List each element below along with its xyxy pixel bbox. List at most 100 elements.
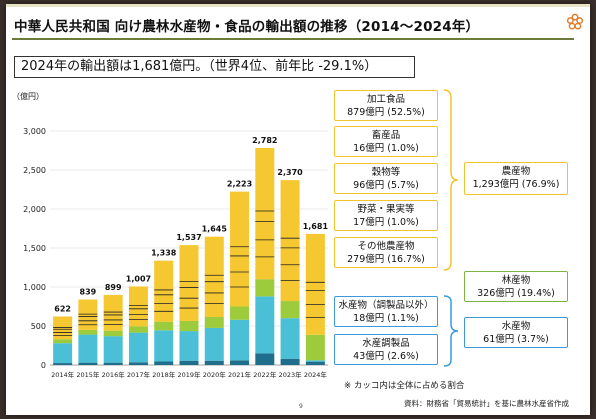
total-label: 622 (54, 304, 71, 313)
yasai-value: 17億円 (1.0%) (353, 217, 419, 228)
bar-segment (103, 362, 123, 365)
legend-box-sonota: その他農産物 279億円 (16.7%) (334, 237, 438, 268)
bar-segment (230, 360, 250, 365)
bar-segment (280, 318, 300, 359)
page-number: 9 (299, 403, 303, 410)
total-label: 1,537 (176, 233, 201, 242)
total-label: 1,681 (303, 222, 329, 231)
bar-segment (128, 286, 148, 327)
y-tick-label: 500 (31, 322, 46, 331)
agri-brace (443, 89, 459, 271)
x-tick-label: 2016年 (102, 370, 126, 379)
bar-segment (280, 358, 300, 365)
sonota-value: 279億円 (16.7%) (347, 254, 425, 265)
legend-box-kakou: 加工食品 879億円 (52.5%) (334, 90, 438, 121)
y-tick-label: 1,000 (23, 283, 46, 292)
suisan-name: 水産物 (501, 321, 531, 332)
x-tick-label: 2018年 (152, 370, 176, 379)
bar-segment (53, 363, 73, 365)
nousanbutsu-name: 農産物 (501, 166, 531, 177)
x-tick-label: 2019年 (177, 370, 201, 379)
bar-segment (154, 330, 174, 362)
bar-segment (255, 296, 275, 354)
footnote: ※ カッコ内は全体に占める割合 (344, 381, 465, 391)
stacked-bar-chart: （億円） 0 500 1,000 1,500 2,000 2,500 3,000 622 20… (12, 91, 329, 379)
total-label: 899 (105, 283, 122, 292)
nousanbutsu-value: 1,293億円 (76.9%) (472, 179, 560, 190)
rinsanbutsu-name: 林産物 (501, 275, 531, 286)
x-tick-label: 2014年 (51, 370, 75, 379)
bar-segment (204, 360, 224, 365)
rinsanbutsu-value: 326億円 (19.4%) (477, 288, 555, 299)
y-tick-label: 2,500 (23, 166, 46, 175)
kokumotsu-value: 96億円 (5.7%) (353, 180, 419, 191)
chikusan-value: 16億円 (1.0%) (353, 143, 419, 154)
suisanchousei-value: 43億円 (2.6%) (353, 351, 419, 362)
total-label: 1,338 (151, 249, 177, 258)
bar-segment (230, 306, 250, 320)
kokumotsu-name: 穀物等 (371, 167, 401, 178)
legend-box-suisanbutsu: 水産物（調製品以外） 18億円 (1.1%) (334, 296, 438, 327)
bar-segment (204, 236, 224, 318)
bar-segment (128, 362, 148, 365)
legend-box-suisanchousei: 水産調製品 43億円 (2.6%) (334, 334, 438, 365)
bar-segment (53, 343, 73, 364)
title-underline (12, 38, 574, 40)
y-tick-label: 3,000 (23, 127, 46, 136)
x-tick-label: 2015年 (76, 370, 100, 379)
bar-segment (179, 245, 199, 321)
legend-box-suisan: 水産物 61億円 (3.7%) (464, 317, 568, 348)
x-tick-label: 2023年 (279, 370, 303, 379)
flower-logo-icon (566, 13, 584, 30)
bar-segment (78, 334, 98, 363)
bar-segment (305, 361, 325, 365)
bar-segment (255, 279, 275, 297)
total-label: 1,645 (202, 225, 228, 234)
bar-segment (230, 191, 250, 307)
total-label: 839 (80, 288, 97, 297)
bar-segment (78, 329, 98, 335)
bar-segment (204, 317, 224, 328)
bar-segment (154, 260, 174, 322)
bar-segment (128, 332, 148, 363)
bar-segment (305, 360, 325, 362)
bar-segment (280, 301, 300, 319)
bar-segment (154, 361, 174, 365)
suisanbutsu-value: 18億円 (1.1%) (353, 313, 419, 324)
bar-segment (305, 233, 325, 335)
y-tick-label: 0 (41, 361, 46, 370)
bar-segment (204, 327, 224, 361)
yasai-name: 野菜・果実等 (357, 204, 415, 215)
source-note: 資料：財務省「貿易統計」を基に農林水産省作成 (404, 399, 569, 408)
legend-box-nousanbutsu: 農産物 1,293億円 (76.9%) (464, 162, 568, 195)
bar-segment (305, 334, 325, 361)
kakou-value: 879億円 (52.5%) (347, 107, 425, 118)
summary-box: 2024年の輸出額は1,681億円。（世界4位、前年比 -29.1%） (14, 56, 415, 78)
sonota-name: その他農産物 (357, 241, 415, 252)
bar-segment (78, 362, 98, 365)
bar-segment (53, 339, 73, 344)
suisanchousei-name: 水産調製品 (362, 338, 410, 349)
bar-segment (179, 360, 199, 365)
bar-segment (128, 326, 148, 333)
bar-segment (103, 336, 123, 363)
suisanbutsu-name: 水産物（調製品以外） (338, 300, 434, 311)
legend-box-yasai: 野菜・果実等 17億円 (1.0%) (334, 200, 438, 231)
bar-segment (179, 331, 199, 361)
bar-segment (179, 320, 199, 332)
page-title: 中華人民共和国 向け農林水産物・食品の輸出額の推移（2014～2024年） (14, 19, 480, 35)
x-tick-label: 2022年 (253, 370, 277, 379)
kakou-name: 加工食品 (366, 94, 405, 105)
bar-segment (53, 316, 73, 340)
bar-segment (255, 353, 275, 365)
bar-segment (103, 294, 123, 331)
chikusan-name: 畜産品 (371, 130, 401, 141)
y-tick-label: 1,500 (23, 244, 46, 253)
legend-box-kokumotsu: 穀物等 96億円 (5.7%) (334, 163, 438, 194)
x-tick-label: 2017年 (127, 370, 151, 379)
total-label: 2,370 (277, 168, 303, 177)
top-accent-line (6, 4, 590, 7)
bar-segment (78, 299, 98, 330)
slide: 中華人民共和国 向け農林水産物・食品の輸出額の推移（2014～2024年） 20… (6, 4, 590, 415)
y-tick-label: 2,000 (23, 205, 46, 214)
